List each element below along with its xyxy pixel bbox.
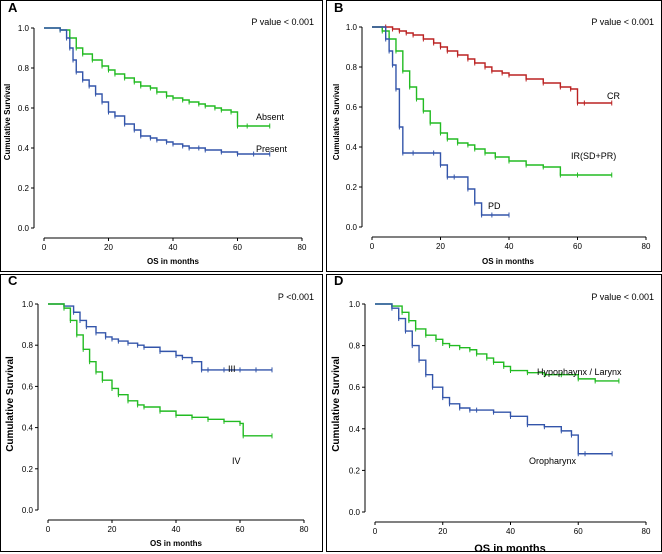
panel-b: B 0 20 40 60 80 0.0 0.2 0.4 0.6 0.8 1.0 OS in months… xyxy=(326,0,662,272)
km-curve-present xyxy=(44,27,270,155)
series-label-ir-sd-pr: IR(SD+PR) xyxy=(571,151,616,161)
y-axis-label: Cumulative Survival xyxy=(5,356,16,452)
y-axis-label: Cumulative Survival xyxy=(3,84,12,160)
x-tick-label: 20 xyxy=(436,242,445,251)
x-tick-label: 80 xyxy=(300,525,309,534)
y-tick-label: 0.2 xyxy=(346,183,358,192)
y-tick-label: 0.6 xyxy=(349,383,361,392)
series-label-hypophaynx-larynx: Hypophaynx / Larynx xyxy=(537,367,622,377)
y-tick-label: 0.2 xyxy=(18,184,30,193)
y-tick-label: 0.6 xyxy=(22,382,34,391)
panel-frame xyxy=(326,0,662,272)
y-tick-label: 0.8 xyxy=(346,63,358,72)
x-axis-label: OS in months xyxy=(147,257,200,266)
y-tick-label: 0.6 xyxy=(18,104,30,113)
y-tick-label: 1.0 xyxy=(22,300,34,309)
y-tick-label: 0.0 xyxy=(346,223,358,232)
x-tick-label: 20 xyxy=(108,525,117,534)
y-tick-label: 1.0 xyxy=(346,23,358,32)
km-curve-iv xyxy=(48,303,272,437)
x-tick-label: 40 xyxy=(506,527,515,536)
x-tick-label: 0 xyxy=(373,527,378,536)
x-tick-label: 60 xyxy=(236,525,245,534)
x-axis-label: OS in months xyxy=(150,539,203,548)
panel-letter: C xyxy=(8,273,18,288)
panel-frame xyxy=(0,0,323,272)
series-label-iv: IV xyxy=(232,456,241,466)
x-tick-label: 40 xyxy=(169,243,178,252)
x-tick-label: 40 xyxy=(505,242,514,251)
x-tick-label: 20 xyxy=(104,243,113,252)
p-value-annotation: P value < 0.001 xyxy=(591,17,654,27)
panel-a: A 0 20 40 60 80 0.0 0.2 0.4 0.6 0.8 1.0 OS in months… xyxy=(0,0,323,272)
y-tick-label: 0.4 xyxy=(346,143,358,152)
p-value-annotation: P <0.001 xyxy=(278,292,314,302)
y-axis-label: Cumulative Survival xyxy=(331,356,342,452)
x-tick-label: 60 xyxy=(233,243,242,252)
panel-letter: D xyxy=(334,273,343,288)
y-tick-label: 0.0 xyxy=(349,508,361,517)
y-tick-label: 0.4 xyxy=(349,425,361,434)
y-tick-label: 1.0 xyxy=(349,300,361,309)
series-label-oropharynx: Oropharynx xyxy=(529,456,577,466)
x-tick-label: 0 xyxy=(370,242,375,251)
km-curve-iii xyxy=(48,303,272,371)
y-tick-label: 0.8 xyxy=(22,341,34,350)
p-value-annotation: P value < 0.001 xyxy=(591,292,654,302)
x-tick-label: 0 xyxy=(42,243,47,252)
km-curve-cr xyxy=(372,26,612,104)
panel-frame xyxy=(0,274,323,552)
y-tick-label: 0.4 xyxy=(22,424,34,433)
series-label-pd: PD xyxy=(488,201,501,211)
y-tick-label: 0.0 xyxy=(18,224,30,233)
y-tick-label: 0.8 xyxy=(349,342,361,351)
y-tick-label: 0.4 xyxy=(18,144,30,153)
y-tick-label: 1.0 xyxy=(18,24,30,33)
y-tick-label: 0.2 xyxy=(349,466,361,475)
series-label-iii: III xyxy=(228,364,236,374)
y-tick-label: 0.0 xyxy=(22,506,34,515)
series-label-present: Present xyxy=(256,144,288,154)
x-tick-label: 60 xyxy=(573,242,582,251)
x-tick-label: 0 xyxy=(46,525,51,534)
y-tick-label: 0.8 xyxy=(18,64,30,73)
panel-d: D 0 20 40 60 80 0.0 0.2 0.4 0.6 0.8 1.0 OS in months… xyxy=(326,273,662,554)
series-label-absent: Absent xyxy=(256,112,285,122)
km-curve-pd xyxy=(372,26,509,216)
x-axis-label: OS in months xyxy=(474,543,546,554)
panel-c: C 0 20 40 60 80 0.0 0.2 0.4 0.6 0.8 1.0 OS in months… xyxy=(0,273,323,552)
x-tick-label: 80 xyxy=(298,243,307,252)
x-tick-label: 20 xyxy=(438,527,447,536)
y-tick-label: 0.6 xyxy=(346,103,358,112)
x-tick-label: 80 xyxy=(642,242,651,251)
panel-letter: B xyxy=(334,0,343,15)
y-axis-label: Cumulative Survival xyxy=(332,84,341,160)
series-label-cr: CR xyxy=(607,91,620,101)
x-tick-label: 80 xyxy=(642,527,651,536)
x-axis-label: OS in months xyxy=(482,257,535,266)
x-tick-label: 40 xyxy=(172,525,181,534)
panel-letter: A xyxy=(8,0,18,15)
y-tick-label: 0.2 xyxy=(22,465,34,474)
x-tick-label: 60 xyxy=(574,527,583,536)
p-value-annotation: P value < 0.001 xyxy=(251,17,314,27)
